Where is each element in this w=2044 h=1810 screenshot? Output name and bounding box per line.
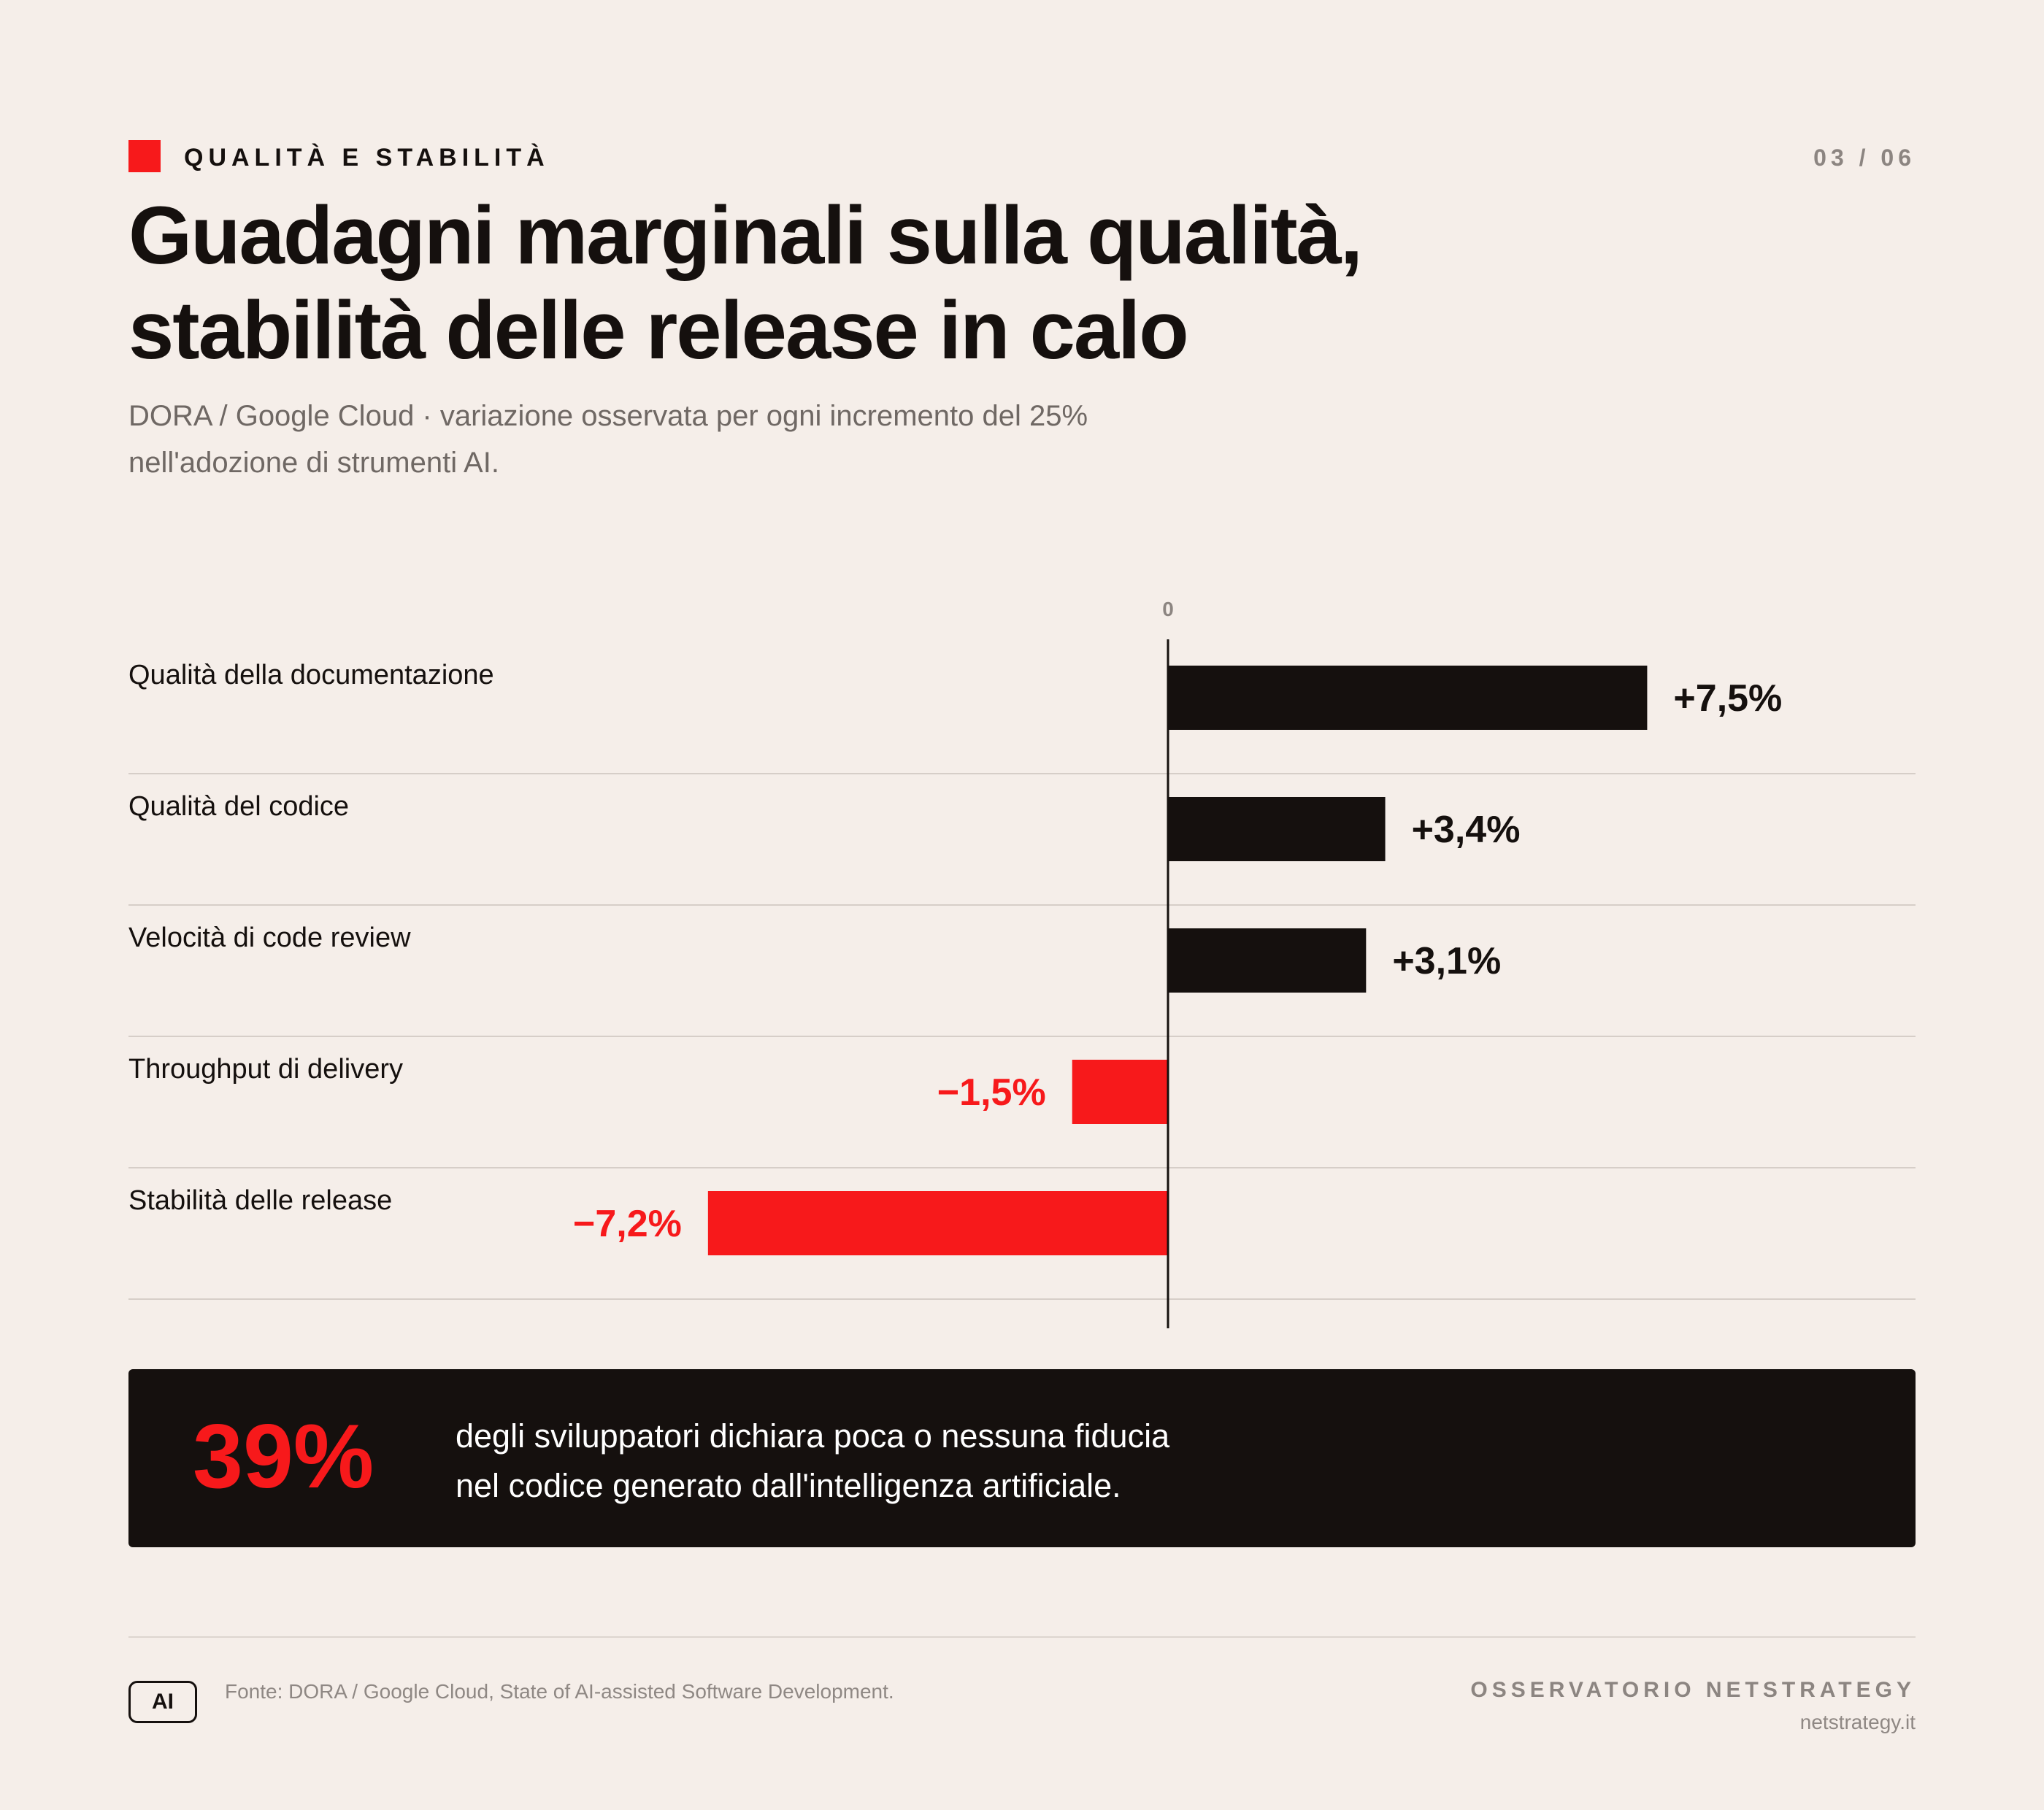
section-kicker: QUALITÀ E STABILITÀ xyxy=(184,144,550,172)
footer-divider xyxy=(128,1636,1916,1638)
category-label: Stabilità delle release xyxy=(128,1185,392,1216)
category-label: Throughput di delivery xyxy=(128,1054,403,1085)
kicker-square xyxy=(128,140,161,172)
value-label: +3,4% xyxy=(1412,809,1521,851)
callout-stat: 39% xyxy=(193,1406,374,1507)
callout-text-line-2: nel codice generato dall'intelligenza ar… xyxy=(456,1467,1121,1504)
category-label: Qualità della documentazione xyxy=(128,660,494,690)
value-label: +3,1% xyxy=(1392,940,1501,982)
brand-name: OSSERVATORIO NETSTRATEGY xyxy=(1470,1678,1916,1702)
category-label: Qualità del codice xyxy=(128,791,349,822)
brand-url: netstrategy.it xyxy=(1799,1711,1916,1733)
source-note: Fonte: DORA / Google Cloud, State of AI-… xyxy=(225,1680,894,1703)
bar-chart: 0 Qualità della documentazione +7,5% Qualit… xyxy=(128,598,1916,1328)
bar xyxy=(1168,928,1367,993)
page-subtitle: DORA / Google Cloud · variazione osserva… xyxy=(128,393,1223,486)
category-label: Velocità di code review xyxy=(128,923,411,953)
bar xyxy=(1168,666,1648,730)
bar xyxy=(707,1191,1168,1255)
ai-badge: AI xyxy=(128,1681,197,1723)
bar xyxy=(1168,797,1386,861)
page-title: Guadagni marginali sulla qualità, stabil… xyxy=(128,188,1661,378)
subtitle-line-1: DORA / Google Cloud · variazione osserva… xyxy=(128,400,1088,432)
title-line-2: stabilità delle release in calo xyxy=(128,285,1189,376)
callout-text: degli sviluppatori dichiara poca o nessu… xyxy=(456,1412,1332,1511)
stat-callout: 39% degli sviluppatori dichiara poca o n… xyxy=(128,1369,1916,1547)
value-label: +7,5% xyxy=(1673,677,1782,720)
value-label: −1,5% xyxy=(937,1071,1046,1114)
zero-tick-label: 0 xyxy=(1162,598,1174,620)
value-label: −7,2% xyxy=(573,1203,682,1245)
title-line-1: Guadagni marginali sulla qualità, xyxy=(128,190,1363,281)
subtitle-line-2: nell'adozione di strumenti AI. xyxy=(128,447,499,479)
page-indicator: 03 / 06 xyxy=(1813,145,1916,171)
bar xyxy=(1072,1060,1168,1124)
callout-text-line-1: degli sviluppatori dichiara poca o nessu… xyxy=(456,1417,1170,1455)
